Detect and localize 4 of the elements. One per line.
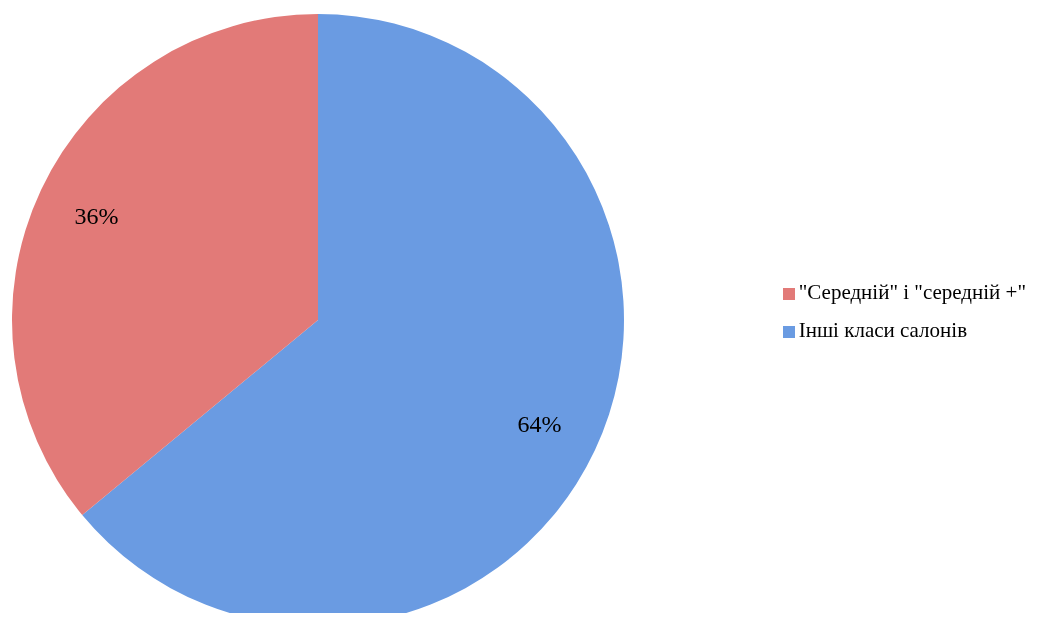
data-label: 64% <box>517 411 562 438</box>
legend-label: Інші класи салонів <box>798 317 968 342</box>
legend-label: "Середній" і "середній +" <box>798 279 1026 304</box>
data-label: 36% <box>74 202 119 229</box>
